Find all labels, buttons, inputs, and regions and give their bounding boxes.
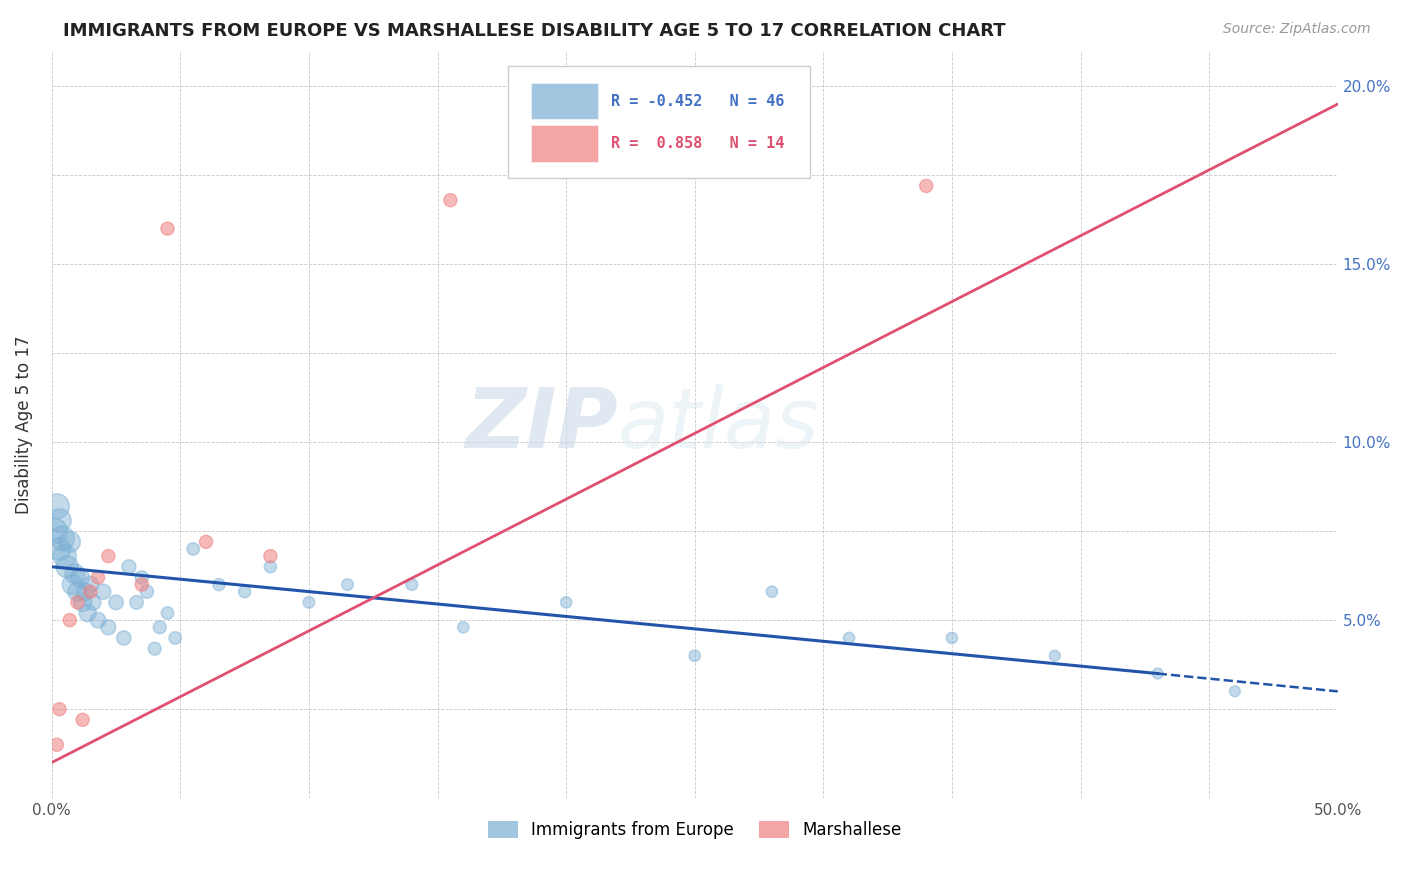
Point	[941, 631, 963, 645]
Text: ZIP: ZIP	[465, 384, 617, 465]
Point	[97, 620, 120, 634]
Point	[112, 631, 135, 645]
Point	[131, 570, 153, 584]
Point	[156, 606, 179, 620]
Point	[838, 631, 860, 645]
Text: atlas: atlas	[617, 384, 820, 465]
FancyBboxPatch shape	[531, 83, 599, 120]
Point	[48, 514, 70, 528]
Point	[165, 631, 187, 645]
Point	[66, 584, 89, 599]
Point	[195, 534, 218, 549]
Point	[298, 595, 321, 609]
Point	[439, 193, 461, 207]
Point	[45, 500, 67, 514]
Point	[555, 595, 578, 609]
Legend: Immigrants from Europe, Marshallese: Immigrants from Europe, Marshallese	[481, 814, 908, 846]
Point	[1223, 684, 1246, 698]
Point	[451, 620, 474, 634]
Point	[45, 738, 67, 752]
Text: R = -0.452   N = 46: R = -0.452 N = 46	[612, 94, 785, 109]
Point	[66, 595, 89, 609]
Text: R =  0.858   N = 14: R = 0.858 N = 14	[612, 136, 785, 152]
FancyBboxPatch shape	[509, 66, 810, 178]
Point	[82, 595, 104, 609]
Point	[683, 648, 706, 663]
Point	[87, 613, 110, 627]
Point	[56, 559, 79, 574]
Point	[79, 584, 101, 599]
Point	[72, 595, 94, 609]
Point	[60, 577, 83, 591]
Point	[51, 531, 73, 545]
Point	[79, 577, 101, 591]
Point	[87, 570, 110, 584]
Text: Source: ZipAtlas.com: Source: ZipAtlas.com	[1223, 22, 1371, 37]
Point	[401, 577, 423, 591]
Point	[259, 559, 281, 574]
Point	[44, 524, 66, 539]
Point	[761, 584, 783, 599]
Point	[915, 178, 938, 193]
Point	[149, 620, 172, 634]
FancyBboxPatch shape	[531, 126, 599, 162]
Point	[336, 577, 359, 591]
Point	[91, 584, 114, 599]
Point	[63, 566, 86, 581]
Point	[259, 549, 281, 563]
Point	[69, 570, 91, 584]
Text: IMMIGRANTS FROM EUROPE VS MARSHALLESE DISABILITY AGE 5 TO 17 CORRELATION CHART: IMMIGRANTS FROM EUROPE VS MARSHALLESE DI…	[63, 22, 1005, 40]
Point	[59, 613, 82, 627]
Point	[97, 549, 120, 563]
Point	[53, 549, 76, 563]
Point	[1043, 648, 1066, 663]
Point	[125, 595, 148, 609]
Point	[75, 584, 97, 599]
Point	[48, 702, 70, 716]
Point	[59, 534, 82, 549]
Point	[118, 559, 141, 574]
Point	[1146, 666, 1168, 681]
Point	[76, 606, 98, 620]
Y-axis label: Disability Age 5 to 17: Disability Age 5 to 17	[15, 335, 32, 514]
Point	[143, 641, 166, 656]
Point	[233, 584, 256, 599]
Point	[105, 595, 128, 609]
Point	[131, 577, 153, 591]
Point	[72, 713, 94, 727]
Point	[156, 221, 179, 235]
Point	[48, 541, 70, 556]
Point	[208, 577, 231, 591]
Point	[135, 584, 157, 599]
Point	[181, 541, 204, 556]
